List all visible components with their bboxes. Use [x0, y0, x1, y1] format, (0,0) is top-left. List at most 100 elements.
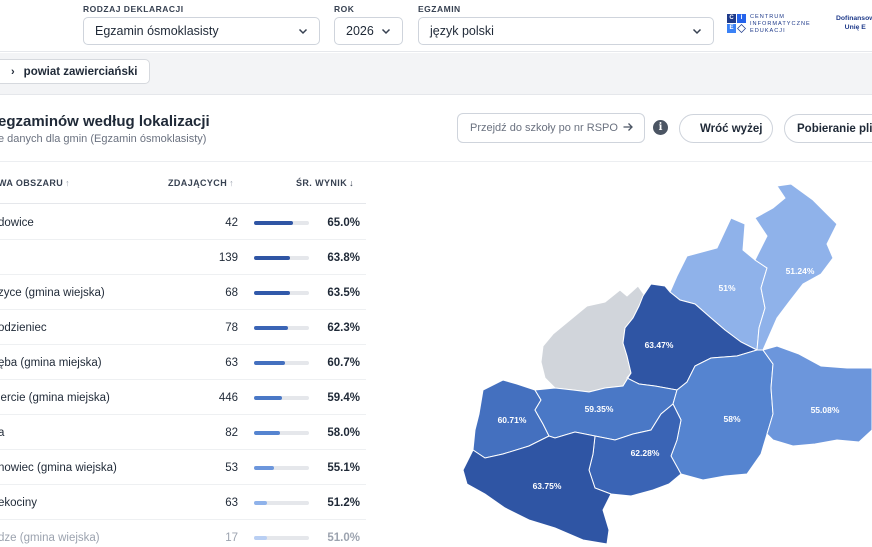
map-label-north-east: 51.24% — [786, 266, 815, 276]
map-label-east: 55.08% — [811, 405, 840, 415]
row-score: 58.0% — [327, 427, 360, 439]
year-filter: ROK 2026 — [334, 4, 403, 45]
row-score: 63.5% — [327, 287, 360, 299]
rspo-search-input[interactable]: Przejdź do szkoły po nr RSPO — [457, 113, 645, 143]
download-button[interactable]: Pobieranie plikó — [784, 114, 872, 143]
breadcrumb-label: powiat zawierciański — [23, 65, 138, 78]
score-bar — [254, 221, 309, 225]
table-row[interactable]: 139 63.8% — [0, 240, 366, 275]
row-score: 65.0% — [327, 217, 360, 229]
chevron-down-icon — [380, 25, 392, 37]
funding-line-1: Dofinansow — [836, 15, 872, 22]
table-row[interactable]: nowiec (gmina wiejska) 53 55.1% — [0, 450, 366, 485]
chevron-right-icon: › — [11, 65, 15, 78]
table-row[interactable]: iercie (gmina miejska) 446 59.4% — [0, 380, 366, 415]
row-count: 139 — [218, 252, 238, 264]
row-area-name: zyce (gmina wiejska) — [0, 287, 105, 299]
info-icon[interactable]: i — [653, 120, 668, 135]
score-bar — [254, 536, 309, 540]
row-count: 17 — [225, 532, 238, 544]
table-row[interactable]: a 82 58.0% — [0, 415, 366, 450]
sort-asc-icon[interactable]: ↑ — [65, 178, 71, 188]
column-header-score[interactable]: ŚR. WYNIK ↓ — [296, 178, 354, 188]
score-bar-fill — [254, 396, 282, 400]
map-region-east[interactable] — [762, 345, 872, 447]
row-count: 82 — [225, 427, 238, 439]
cie-letter-i: I — [737, 14, 746, 23]
score-bar-fill — [254, 466, 274, 470]
table-row[interactable]: ęba (gmina miejska) 63 60.7% — [0, 345, 366, 380]
row-score: 62.3% — [327, 322, 360, 334]
map-label-center-east: 58% — [723, 414, 740, 424]
row-count: 53 — [225, 462, 238, 474]
row-count: 78 — [225, 322, 238, 334]
score-bar-fill — [254, 221, 293, 225]
section-divider — [0, 161, 872, 162]
cie-line-1: CENTRUM — [750, 14, 785, 20]
score-bar — [254, 431, 309, 435]
table-row[interactable]: odzieniec 78 62.3% — [0, 310, 366, 345]
map-label-center-north: 63.47% — [645, 340, 674, 350]
column-header-count[interactable]: ZDAJĄCYCH ↑ — [168, 178, 234, 188]
section-subtitle: e danych dla gmin (Egzamin ósmoklasisty) — [0, 133, 207, 145]
table-row[interactable]: dowice 42 65.0% — [0, 205, 366, 240]
arrow-right-icon[interactable] — [622, 121, 634, 136]
declaration-type-value: Egzamin ósmoklasisty — [95, 24, 219, 38]
row-score: 51.0% — [327, 532, 360, 544]
cie-logo-text: CENTRUM INFORMATYCZNE EDUKACJI — [750, 14, 811, 36]
sort-desc-icon[interactable]: ↓ — [349, 178, 355, 188]
cie-line-2: INFORMATYCZNE — [750, 21, 811, 28]
map-label-west: 60.71% — [498, 415, 527, 425]
map-label-south-center: 62.28% — [631, 448, 660, 458]
region-map: 51.24% 51% 63.47% 60.71% 59.35% 58% 55.0… — [462, 183, 872, 545]
back-button[interactable]: Wróć wyżej — [679, 114, 773, 143]
map-label-north: 51% — [718, 283, 735, 293]
score-bar-fill — [254, 326, 288, 330]
map-region-north-east[interactable] — [754, 183, 838, 351]
score-bar — [254, 256, 309, 260]
chevron-down-icon — [691, 25, 703, 37]
declaration-type-select[interactable]: Egzamin ósmoklasisty — [83, 17, 320, 45]
exam-select[interactable]: język polski — [418, 17, 714, 45]
chevron-down-icon — [297, 25, 309, 37]
row-count: 68 — [225, 287, 238, 299]
row-area-name: ęba (gmina miejska) — [0, 357, 102, 369]
breadcrumb-item[interactable]: › powiat zawierciański — [0, 59, 151, 84]
table-header: WA OBSZARU ↑ ZDAJĄCYCH ↑ ŚR. WYNIK ↓ — [0, 172, 366, 204]
table-row[interactable]: ekociny 63 51.2% — [0, 485, 366, 520]
row-area-name: a — [0, 427, 5, 439]
year-select[interactable]: 2026 — [334, 17, 403, 45]
row-area-name: dze (gmina wiejska) — [0, 532, 100, 544]
sort-asc-icon[interactable]: ↑ — [229, 178, 235, 188]
cie-letter-e: E — [727, 24, 736, 33]
score-bar — [254, 396, 309, 400]
column-header-name[interactable]: WA OBSZARU ↑ — [0, 178, 70, 188]
rspo-placeholder: Przejdź do szkoły po nr RSPO — [470, 122, 618, 134]
column-header-name-label: WA OBSZARU — [0, 178, 64, 188]
declaration-type-label: RODZAJ DEKLARACJI — [83, 4, 184, 14]
download-button-label: Pobieranie plikó — [797, 122, 872, 135]
row-score: 59.4% — [327, 392, 360, 404]
cie-logo: C I E CENTRUM INFORMATYCZNE EDUKACJI — [725, 12, 825, 36]
table-row[interactable]: zyce (gmina wiejska) 68 63.5% — [0, 275, 366, 310]
year-value: 2026 — [346, 24, 374, 38]
row-score: 55.1% — [327, 462, 360, 474]
table-row[interactable]: dze (gmina wiejska) 17 51.0% — [0, 520, 366, 547]
column-header-count-label: ZDAJĄCYCH — [168, 178, 228, 188]
cie-letter-c: C — [727, 14, 736, 23]
map-region-south-west[interactable] — [462, 431, 612, 545]
score-bar — [254, 361, 309, 365]
declaration-type-filter: RODZAJ DEKLARACJI Egzamin ósmoklasisty — [83, 4, 320, 45]
back-button-label: Wróć wyżej — [700, 122, 763, 135]
exam-label: EGZAMIN — [418, 4, 461, 14]
score-bar — [254, 501, 309, 505]
map-label-south-west: 63.75% — [533, 481, 562, 491]
row-area-name: odzieniec — [0, 322, 47, 334]
row-score: 60.7% — [327, 357, 360, 369]
cie-line-3: EDUKACJI — [750, 28, 786, 35]
score-bar-fill — [254, 536, 267, 540]
score-bar — [254, 466, 309, 470]
score-bar-fill — [254, 431, 280, 435]
score-bar-fill — [254, 291, 290, 295]
score-bar-fill — [254, 256, 290, 260]
